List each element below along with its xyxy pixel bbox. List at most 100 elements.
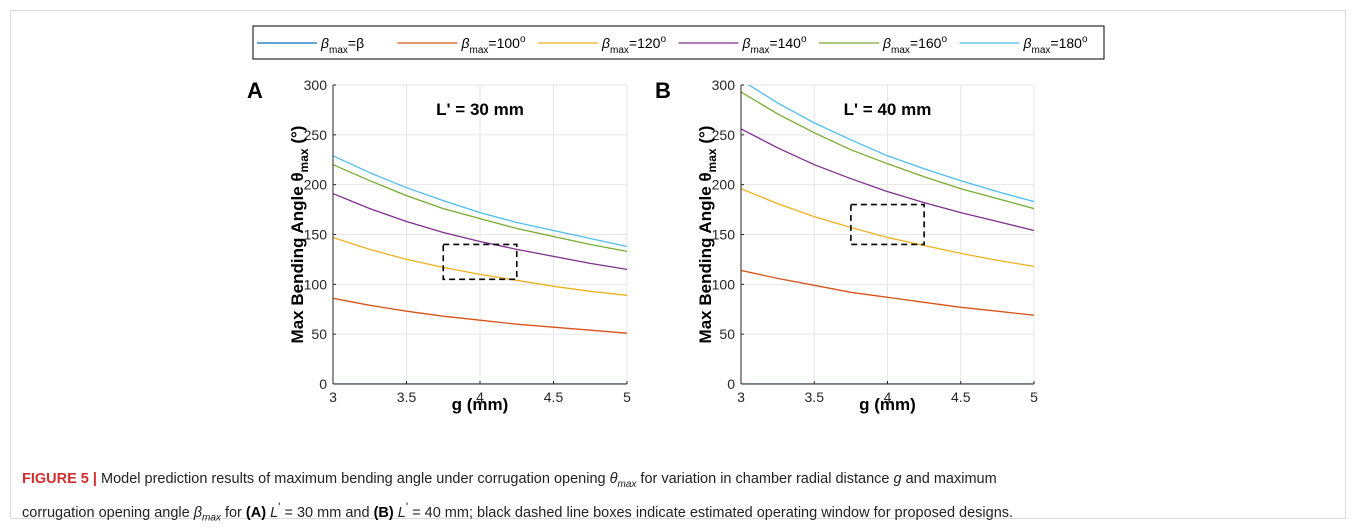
x-tick-label: 3 xyxy=(329,389,337,405)
y-axis-label-sub: max xyxy=(705,148,719,172)
y-tick-label: 150 xyxy=(304,227,328,243)
legend-entry-label: βmax=140o xyxy=(742,34,807,56)
legend-degree: o xyxy=(660,34,666,45)
series-line xyxy=(333,155,627,248)
legend-degree: o xyxy=(801,34,807,45)
caption-beta: β xyxy=(193,504,203,521)
legend-entry-label: βmax=180o xyxy=(1023,34,1088,56)
legend-beta: β xyxy=(882,35,891,51)
x-tick-label: 5 xyxy=(1030,389,1038,405)
caption-text: for variation in chamber radial distance xyxy=(636,471,894,487)
caption-panel-b-ref: (B) xyxy=(373,504,394,521)
series-line xyxy=(333,297,627,334)
legend-value: =120 xyxy=(629,35,661,51)
x-tick-label: 4.5 xyxy=(951,389,971,405)
figure-label: FIGURE 5 | xyxy=(22,471,97,487)
series-line xyxy=(333,192,627,271)
caption-l-sup: ' xyxy=(278,499,281,514)
legend-value: =140 xyxy=(769,35,801,51)
operating-window-box xyxy=(442,243,518,281)
y-axis-label-main: Max Bending Angle θ xyxy=(696,172,715,343)
figure-frame xyxy=(10,10,1346,519)
legend-beta: β xyxy=(320,35,329,51)
y-tick-label: 250 xyxy=(304,127,328,143)
legend-sub: max xyxy=(610,45,629,56)
caption-text: and maximum xyxy=(901,471,997,487)
legend: βmax=β βmax=100o βmax=120o βmax=140o βmax=16… xyxy=(252,25,1105,60)
caption-l-sup: ' xyxy=(405,499,409,514)
caption-text: = 30 mm and xyxy=(280,504,374,521)
legend-value: =160 xyxy=(910,35,942,51)
series-line xyxy=(741,269,1034,316)
legend-value: =180 xyxy=(1050,35,1082,51)
y-tick-label: 50 xyxy=(719,326,735,342)
legend-degree: o xyxy=(941,34,947,45)
y-axis-label-unit: (°) xyxy=(696,126,715,149)
series-line xyxy=(747,85,1034,203)
figure-charts: βmax=β βmax=100o βmax=120o βmax=140o βmax=16… xyxy=(247,25,1105,414)
y-tick-label: 300 xyxy=(712,77,736,93)
caption-l: L xyxy=(270,504,279,521)
y-tick-label: 200 xyxy=(304,177,328,193)
caption-text: for xyxy=(220,504,246,521)
series-line xyxy=(333,164,627,253)
y-tick-label: 100 xyxy=(712,276,736,292)
legend-beta: β xyxy=(461,35,470,51)
caption-text: corrugation opening angle xyxy=(22,504,194,521)
y-tick-label: 150 xyxy=(712,227,736,243)
y-axis-label-unit: (°) xyxy=(288,126,307,149)
panel-label: B xyxy=(655,78,671,103)
y-tick-label: 0 xyxy=(319,376,327,392)
y-tick-label: 250 xyxy=(712,127,736,143)
legend-sub: max xyxy=(1032,45,1051,56)
legend-sub: max xyxy=(329,45,348,56)
x-axis-label: g (mm) xyxy=(452,395,509,414)
legend-degree: o xyxy=(1082,34,1088,45)
caption-text: Model prediction results of maximum bend… xyxy=(96,471,610,487)
series-line xyxy=(741,188,1034,268)
panel-annotation: L' = 40 mm xyxy=(844,100,932,119)
y-axis-label: Max Bending Angle θmax (°) xyxy=(696,126,719,344)
legend-beta: β xyxy=(1023,35,1032,51)
plot-series-group xyxy=(333,155,627,384)
y-tick-label: 0 xyxy=(727,376,735,392)
caption-panel-a-ref: (A) xyxy=(245,504,267,521)
x-tick-label: 4 xyxy=(884,389,892,405)
caption-beta-sub: max xyxy=(202,512,221,524)
y-tick-label: 300 xyxy=(304,77,328,93)
operating-window-box xyxy=(850,203,925,246)
legend-sub: max xyxy=(470,45,489,56)
legend-degree: o xyxy=(520,34,526,45)
figure-caption: FIGURE 5 | Model prediction results of m… xyxy=(22,468,1337,530)
y-tick-label: 200 xyxy=(712,177,736,193)
legend-sub: max xyxy=(891,45,910,56)
legend-value: =β xyxy=(348,35,364,51)
series-line xyxy=(333,236,627,296)
legend-sub: max xyxy=(751,45,770,56)
caption-g: g xyxy=(893,471,902,487)
legend-value: =100 xyxy=(488,35,520,51)
x-tick-label: 5 xyxy=(623,389,631,405)
plot-series-group xyxy=(741,85,1034,384)
caption-theta-sub: max xyxy=(617,478,637,490)
x-axis-label: g (mm) xyxy=(859,395,916,414)
y-tick-label: 50 xyxy=(311,326,327,342)
caption-theta: θ xyxy=(609,471,618,487)
y-axis-label-sub: max xyxy=(297,148,311,172)
legend-beta: β xyxy=(601,35,610,51)
x-tick-label: 3.5 xyxy=(397,389,417,405)
y-axis-label: Max Bending Angle θmax (°) xyxy=(288,126,311,344)
caption-text: = 40 mm; black dashed line boxes indicat… xyxy=(408,504,1014,521)
panel-annotation: L' = 30 mm xyxy=(436,100,524,119)
legend-entry-label: βmax=100o xyxy=(461,34,526,56)
x-tick-label: 3 xyxy=(737,389,745,405)
legend-entry-label: βmax=160o xyxy=(882,34,947,56)
caption-l: L xyxy=(397,504,406,521)
y-tick-label: 100 xyxy=(304,276,328,292)
x-tick-label: 4 xyxy=(476,389,484,405)
x-tick-label: 3.5 xyxy=(805,389,825,405)
series-line xyxy=(741,128,1034,232)
y-axis-label-main: Max Bending Angle θ xyxy=(288,172,307,343)
